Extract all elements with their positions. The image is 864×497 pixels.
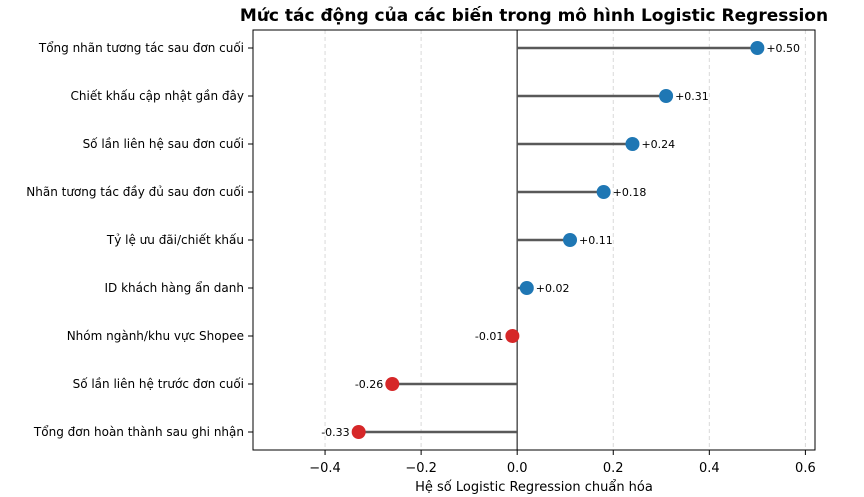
value-labels: +0.50 +0.31 +0.24 +0.18 +0.11 +0.02 -0.01 -0.26… xyxy=(321,42,800,439)
x-tick-label: −0.4 xyxy=(309,461,341,476)
data-point xyxy=(385,377,400,391)
category-label: Số lần liên hệ sau đơn cuối xyxy=(83,137,244,151)
category-label: Nhãn tương tác đầy đủ sau đơn cuối xyxy=(26,185,244,199)
category-label: Số lần liên hệ trước đơn cuối xyxy=(73,377,244,391)
x-tick-label: 0.0 xyxy=(507,461,528,476)
category-label: Nhóm ngành/khu vực Shopee xyxy=(67,329,244,343)
x-axis-label: Hệ số Logistic Regression chuẩn hóa xyxy=(415,480,653,495)
category-label: Tỷ lệ ưu đãi/chiết khấu xyxy=(106,233,244,247)
x-tick-label: 0.2 xyxy=(603,461,624,476)
data-point xyxy=(519,281,534,295)
data-value-label: -0.26 xyxy=(355,378,383,391)
data-value-label: +0.11 xyxy=(579,234,613,247)
data-point xyxy=(351,425,366,439)
stems xyxy=(358,46,758,434)
category-label: ID khách hàng ẩn danh xyxy=(105,281,244,295)
x-axis: −0.4 −0.2 0.0 0.2 0.4 0.6 xyxy=(309,450,816,476)
data-point xyxy=(625,137,640,151)
data-value-label: +0.24 xyxy=(641,138,675,151)
data-point xyxy=(505,329,520,343)
data-value-label: +0.31 xyxy=(675,90,709,103)
data-point xyxy=(750,41,765,55)
category-label: Chiết khấu cập nhật gần đây xyxy=(71,89,244,103)
points xyxy=(351,41,765,439)
data-point xyxy=(563,233,578,247)
category-label: Tổng nhãn tương tác sau đơn cuối xyxy=(38,41,244,55)
category-axis: Tổng nhãn tương tác sau đơn cuối Chiết kh… xyxy=(26,41,253,439)
chart-title: Mức tác động của các biến trong mô hình … xyxy=(240,5,828,26)
x-tick-label: −0.2 xyxy=(405,461,437,476)
data-point xyxy=(659,89,674,103)
category-label: Tổng đơn hoàn thành sau ghi nhận xyxy=(33,425,244,439)
data-value-label: +0.02 xyxy=(536,282,570,295)
data-value-label: -0.01 xyxy=(475,330,503,343)
x-tick-label: 0.6 xyxy=(795,461,816,476)
data-point xyxy=(596,185,611,199)
data-value-label: +0.50 xyxy=(766,42,800,55)
data-value-label: +0.18 xyxy=(613,186,647,199)
x-tick-label: 0.4 xyxy=(699,461,720,476)
data-value-label: -0.33 xyxy=(321,426,349,439)
